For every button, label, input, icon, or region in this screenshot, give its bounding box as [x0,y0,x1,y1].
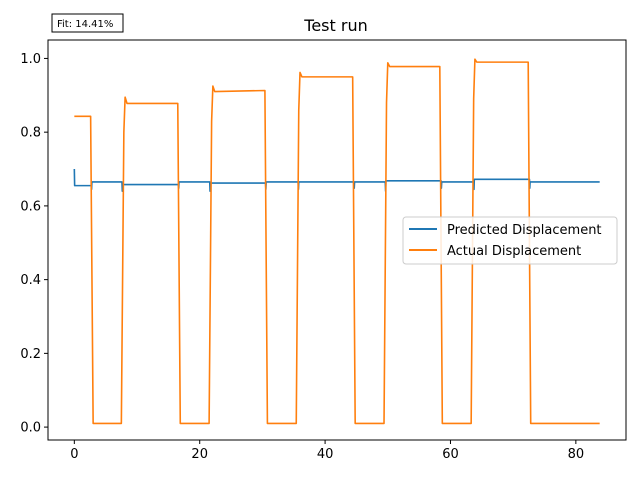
legend-box [402,216,618,265]
y-tick-label: 1.0 [20,52,41,67]
chart-title: Test run [303,16,367,35]
legend-label-predicted: Predicted Displacement [447,223,602,238]
fit-annotation-text: Fit: 14.41% [57,19,113,30]
y-tick-label: 0.6 [20,199,41,214]
plot-area-frame [47,39,627,441]
x-tick-label: 80 [568,447,585,462]
y-tick-label: 0.8 [20,126,41,141]
fit-annotation-badge: Fit: 14.41% [51,13,124,33]
y-tick-label: 0.4 [20,273,41,288]
x-tick-label: 60 [442,447,459,462]
y-axis-ticks: 0.0 0.2 0.4 0.6 0.8 1.0 [20,52,48,436]
x-tick-label: 20 [191,447,208,462]
y-tick-label: 0.0 [20,421,41,436]
y-tick-label: 0.2 [20,347,41,362]
fit-annotation-box [51,13,124,33]
legend-label-actual: Actual Displacement [447,244,581,259]
x-tick-label: 0 [70,447,78,462]
x-axis-ticks: 0 20 40 60 80 [70,440,584,462]
x-tick-label: 40 [317,447,334,462]
legend: Predicted Displacement Actual Displaceme… [402,216,618,265]
